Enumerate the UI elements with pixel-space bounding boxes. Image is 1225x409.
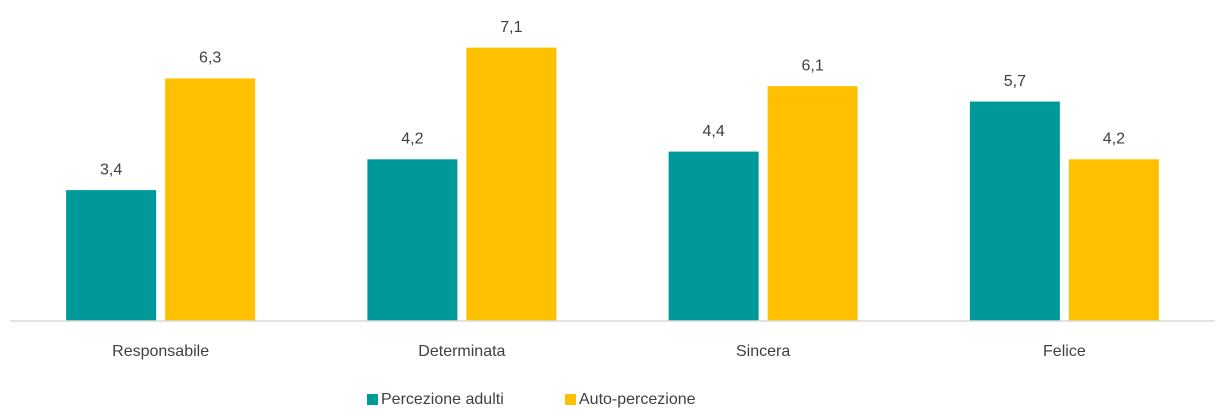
bar [466,47,557,322]
bar [165,78,256,321]
value-label: 4,2 [1103,131,1125,148]
legend-label: Auto-percezione [579,391,696,408]
legend-label: Percezione adulti [381,391,504,408]
bar [969,101,1060,321]
x-tick-label: Responsabile [112,343,209,360]
bar [367,159,458,321]
x-tick-label: Determinata [418,343,505,360]
value-label: 7,1 [500,19,522,36]
legend-swatch [367,394,378,405]
x-tick-label: Felice [1043,343,1086,360]
bar [767,86,858,322]
bar [66,190,157,321]
value-label: 4,4 [703,123,725,140]
value-label: 4,2 [401,131,423,148]
value-label: 5,7 [1004,73,1026,90]
value-label: 6,1 [802,57,824,74]
x-tick-label: Sincera [736,343,790,360]
bar [668,151,759,321]
value-label: 3,4 [100,161,122,178]
legend-swatch [565,394,576,405]
value-label: 6,3 [199,50,221,67]
bar [1068,159,1159,321]
